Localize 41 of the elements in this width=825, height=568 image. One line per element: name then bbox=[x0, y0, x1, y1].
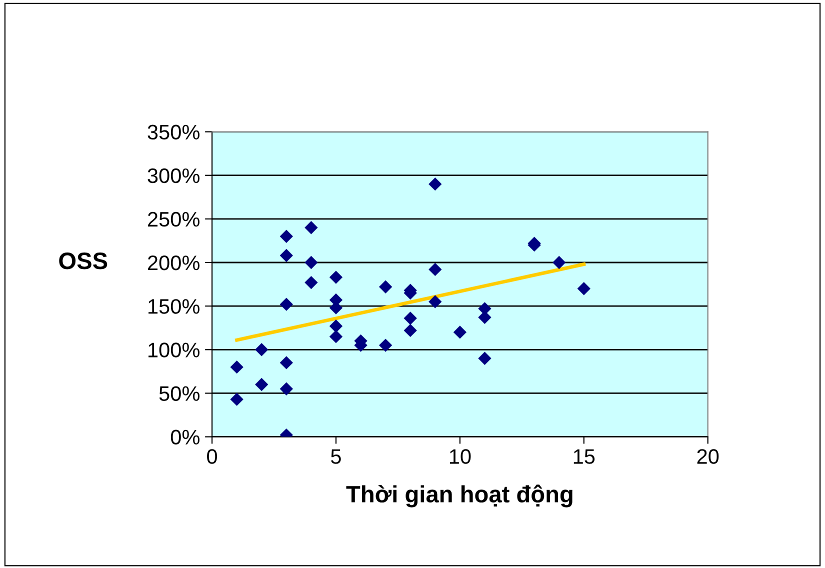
point bbox=[378, 280, 392, 294]
x-tick-label: 15 bbox=[574, 449, 595, 464]
x-tick-label: 10 bbox=[450, 449, 471, 464]
point bbox=[329, 270, 343, 284]
point bbox=[552, 256, 566, 270]
point bbox=[428, 177, 442, 191]
point bbox=[280, 382, 293, 396]
point bbox=[329, 330, 343, 344]
point bbox=[280, 356, 293, 370]
point bbox=[230, 360, 244, 374]
point bbox=[304, 256, 318, 270]
y-tick-label: 100% bbox=[148, 342, 200, 358]
x-tick-label: 20 bbox=[697, 449, 719, 464]
y-tick-label: 0% bbox=[170, 430, 200, 445]
point bbox=[255, 343, 268, 356]
y-tick-label: 150% bbox=[148, 299, 200, 314]
point bbox=[453, 326, 467, 339]
point bbox=[304, 221, 318, 234]
x-tick-label: 5 bbox=[331, 449, 341, 464]
point bbox=[404, 312, 417, 325]
point bbox=[428, 262, 442, 276]
y-tick-label: 50% bbox=[159, 386, 200, 401]
point bbox=[255, 378, 268, 392]
y-tick-label: 350% bbox=[148, 124, 200, 140]
y-tick-label: 200% bbox=[148, 256, 200, 270]
point bbox=[404, 324, 417, 338]
point bbox=[428, 295, 442, 308]
point bbox=[577, 282, 590, 296]
point bbox=[230, 392, 244, 406]
point bbox=[329, 320, 343, 333]
y-tick-label: 250% bbox=[148, 212, 200, 227]
point bbox=[304, 276, 318, 290]
point bbox=[280, 230, 293, 243]
point bbox=[378, 338, 392, 352]
x-axis-title: Thời gian hoạt động bbox=[346, 484, 572, 508]
y-tick-label: 300% bbox=[148, 168, 200, 184]
y-axis-title: OSS bbox=[59, 252, 108, 270]
point bbox=[280, 298, 293, 311]
x-tick-label: 0 bbox=[207, 449, 218, 464]
point bbox=[478, 352, 492, 365]
point bbox=[280, 248, 293, 262]
